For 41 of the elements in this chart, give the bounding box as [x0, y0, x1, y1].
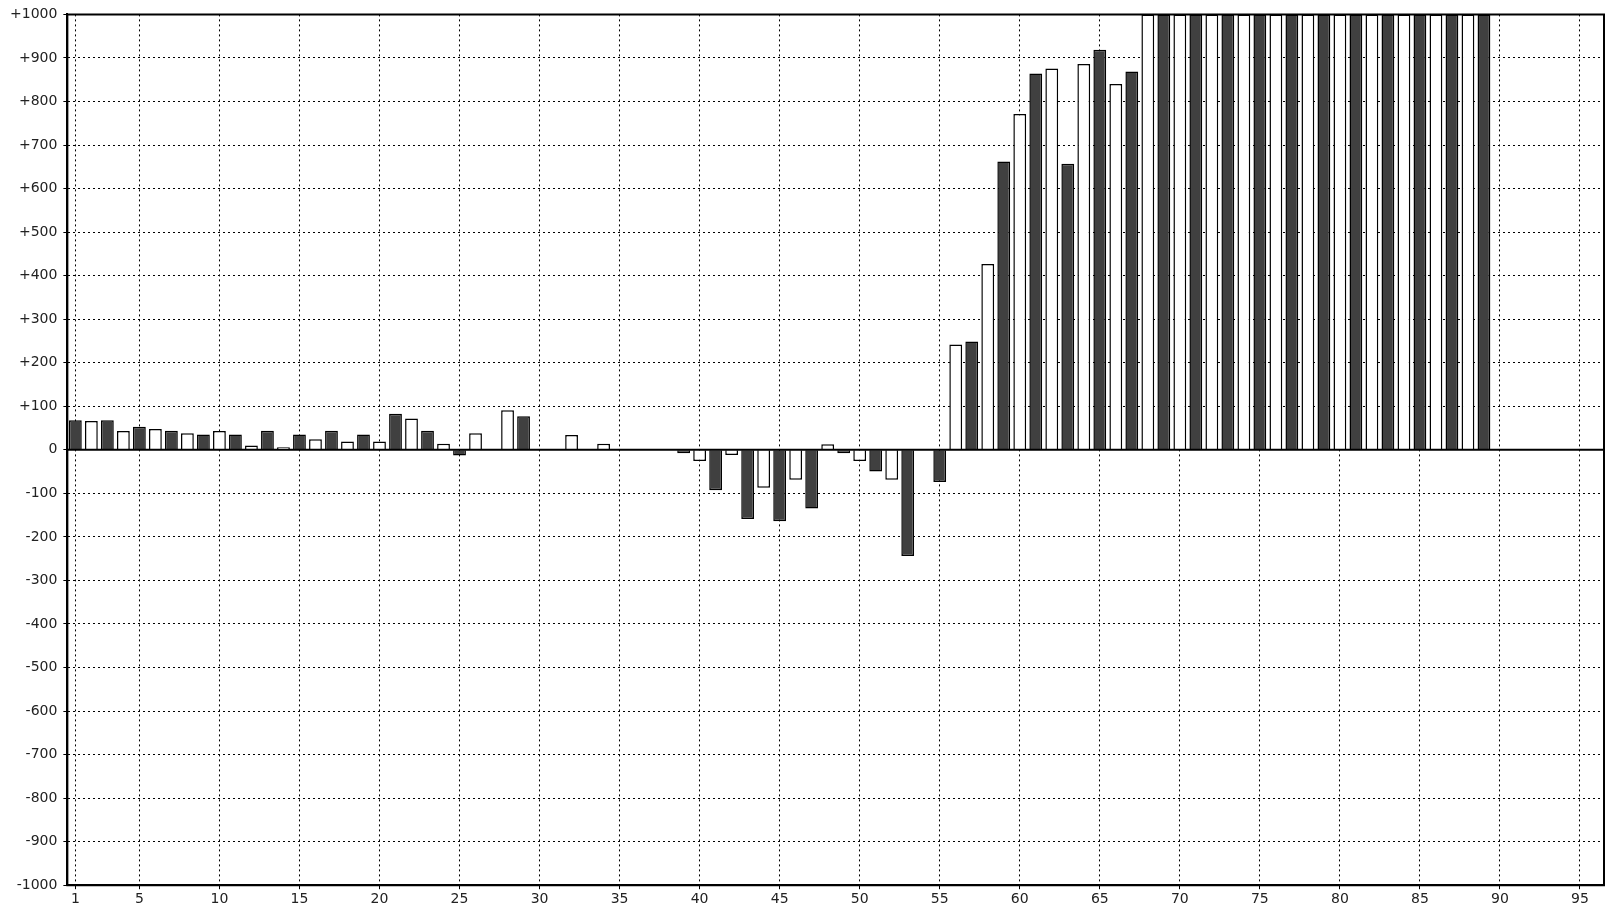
y-tick-label: +200	[18, 353, 58, 370]
x-tick-label: 35	[610, 890, 629, 907]
x-tick-label: 15	[290, 890, 309, 907]
y-tick-label: -700	[25, 745, 58, 762]
y-tick-label: -900	[25, 832, 58, 849]
y-tick-label: +600	[18, 179, 58, 196]
x-tick-label: 55	[930, 890, 949, 907]
x-tick-label: 80	[1330, 890, 1349, 907]
x-tick-label: 75	[1250, 890, 1269, 907]
x-tick-label: 70	[1170, 890, 1189, 907]
y-tick-label: +900	[18, 48, 58, 65]
x-tick-label: 1	[70, 890, 80, 907]
x-tick-label: 20	[370, 890, 389, 907]
y-tick-label: -300	[25, 571, 58, 588]
y-tick-label: +700	[18, 135, 58, 152]
x-tick-label: 90	[1491, 890, 1509, 907]
y-tick-label: +800	[18, 92, 58, 109]
x-tick-label: 5	[134, 890, 144, 907]
x-tick-label: 30	[530, 890, 549, 907]
y-tick-label: +100	[18, 396, 58, 413]
y-tick-label: -1000	[16, 875, 58, 892]
y-tick-label: -800	[25, 788, 58, 805]
x-tick-label: 50	[850, 890, 869, 907]
x-tick-label: 60	[1010, 890, 1029, 907]
x-tick-label: 25	[450, 890, 469, 907]
x-tick-label: 95	[1571, 890, 1589, 907]
x-tick-label: 10	[210, 890, 229, 907]
x-tick-label: 40	[690, 890, 709, 907]
y-tick-label: -200	[25, 527, 58, 544]
x-tick-label: 45	[770, 890, 789, 907]
x-tick-label: 85	[1411, 890, 1429, 907]
y-tick-label: -100	[25, 483, 58, 500]
y-tick-label: -500	[25, 658, 58, 675]
y-tick-label: +1000	[10, 5, 58, 22]
y-tick-label: 0	[48, 440, 58, 457]
y-tick-label: +300	[18, 309, 58, 326]
x-tick-label: 65	[1090, 890, 1109, 907]
y-tick-label: +400	[18, 266, 58, 283]
y-tick-label: -400	[25, 614, 58, 631]
y-tick-label: +500	[18, 222, 58, 239]
y-tick-label: -600	[25, 701, 58, 718]
